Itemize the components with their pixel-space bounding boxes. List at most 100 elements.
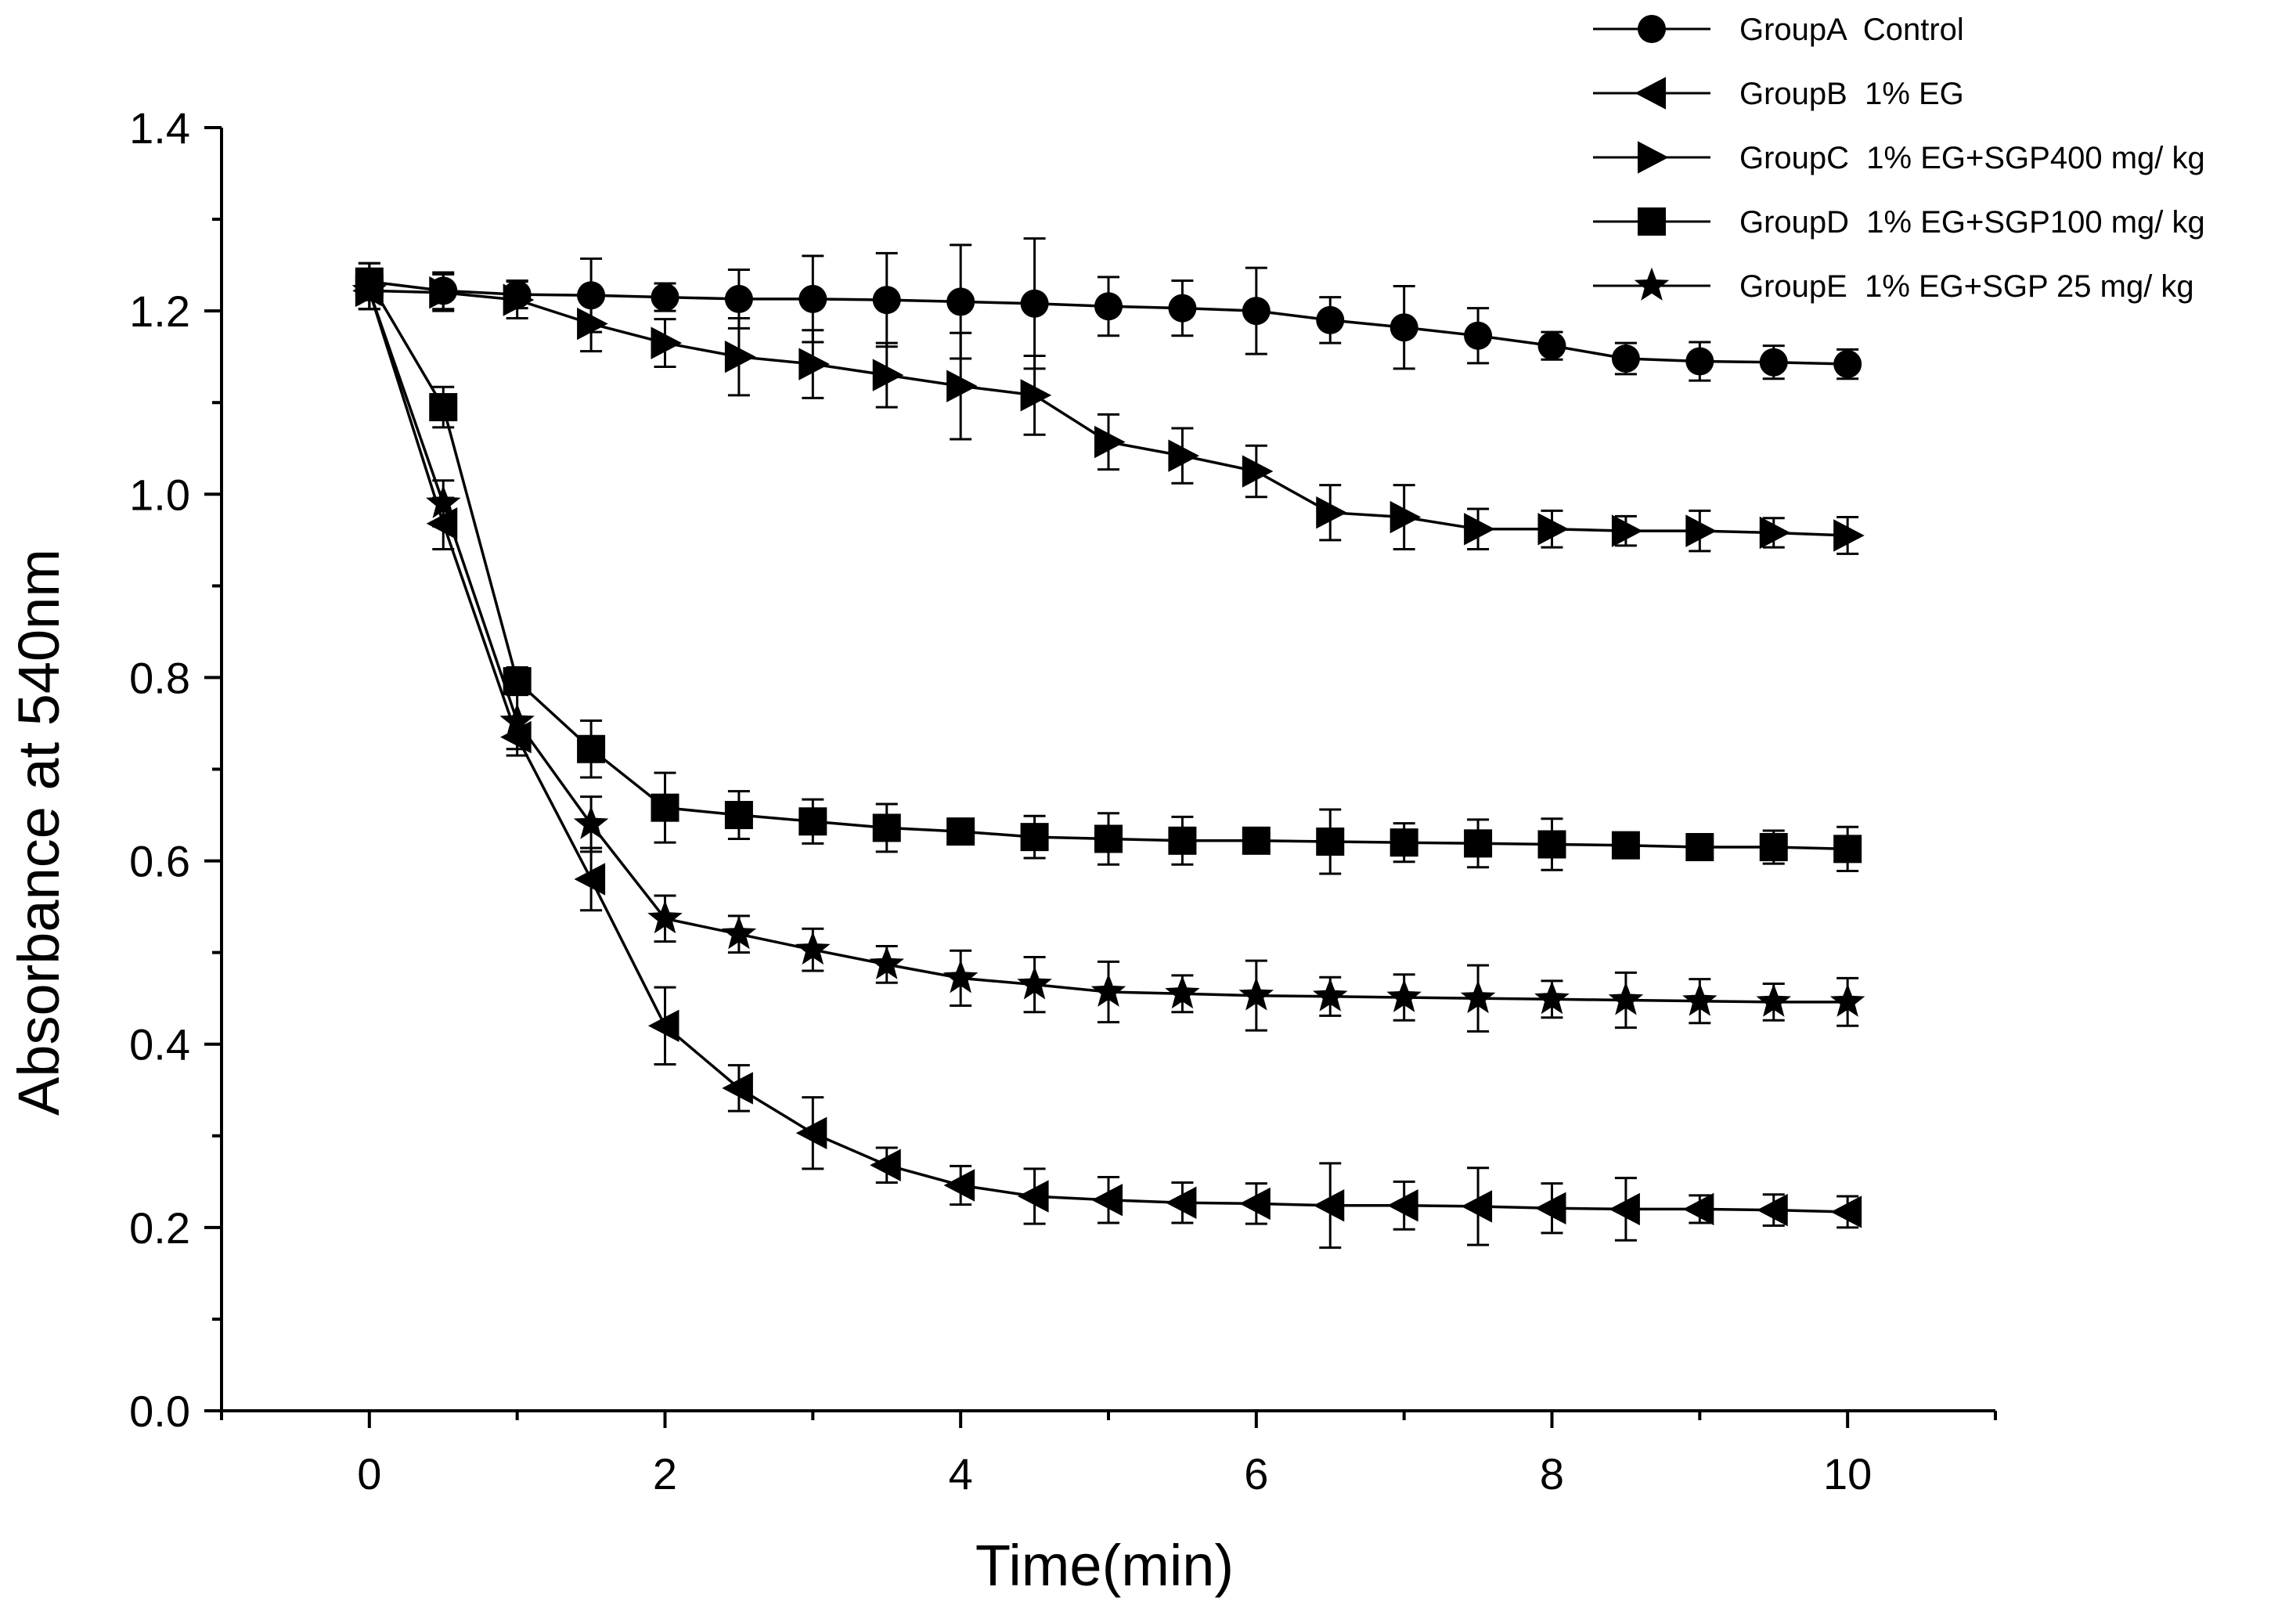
data-point [1165, 1186, 1197, 1219]
legend-entry: GroupB 1% EG [1593, 77, 1964, 111]
data-point [1759, 348, 1788, 377]
data-point [943, 1169, 975, 1202]
data-point [1316, 305, 1345, 334]
x-tick-label: 6 [1244, 1449, 1268, 1498]
legend: GroupA Control GroupB 1% EG GroupC 1% EG+S… [1593, 13, 2205, 304]
data-point [647, 900, 683, 934]
legend-label: GroupE 1% EG+SGP 25 mg/ kg [1739, 269, 2194, 304]
data-point [1759, 833, 1788, 862]
series-triangle-right [355, 271, 1865, 555]
legend-entry: GroupC 1% EG+SGP400 mg/ kg [1593, 141, 2205, 175]
data-point [503, 283, 535, 316]
data-point [1611, 514, 1643, 547]
legend-entry: GroupA Control [1593, 13, 1964, 47]
data-point [1833, 835, 1862, 864]
data-point [1316, 827, 1345, 856]
data-point [651, 793, 679, 822]
y-tick-label: 1.4 [129, 103, 190, 153]
data-point [943, 960, 979, 994]
data-point [872, 359, 904, 391]
data-point [1685, 514, 1717, 547]
data-point [1094, 292, 1123, 321]
data-point [651, 283, 679, 312]
data-point [1387, 1189, 1418, 1222]
data-point [499, 703, 535, 737]
y-tick-label: 0.6 [129, 837, 190, 886]
data-point [577, 307, 608, 341]
data-point [1682, 983, 1717, 1016]
data-point [1682, 1192, 1714, 1226]
data-point [724, 801, 753, 830]
data-point [1759, 516, 1791, 550]
data-point [1537, 830, 1566, 859]
data-point [1537, 513, 1570, 546]
data-point [1020, 823, 1049, 852]
data-point [1608, 982, 1644, 1015]
data-point [795, 1116, 827, 1149]
data-point [1316, 496, 1347, 529]
data-point [946, 287, 975, 316]
data-point [946, 817, 975, 846]
data-point [721, 915, 757, 950]
data-point [1685, 833, 1714, 862]
data-point [426, 507, 458, 540]
data-point [1833, 350, 1862, 379]
legend-marker [1638, 141, 1669, 174]
data-point [1537, 331, 1566, 360]
data-point [1168, 439, 1200, 472]
data-point [1829, 983, 1865, 1017]
data-point [1090, 973, 1126, 1007]
x-tick-label: 8 [1540, 1449, 1564, 1498]
data-point [1389, 828, 1418, 857]
data-point [724, 340, 756, 373]
data-point [1242, 455, 1274, 488]
data-point [1094, 425, 1126, 459]
data-point [1389, 500, 1422, 534]
data-point [1464, 829, 1493, 858]
x-axis-title: Time(min) [975, 1533, 1234, 1598]
series-triangle-left [352, 271, 1862, 1250]
data-point [1091, 1184, 1123, 1217]
data-point [1242, 826, 1271, 855]
data-point [1460, 979, 1496, 1014]
x-tick-label: 10 [1823, 1449, 1872, 1498]
y-tick-label: 1.2 [129, 287, 190, 336]
y-tick-label: 1.0 [129, 470, 190, 519]
data-point [1833, 519, 1865, 552]
data-point [1685, 347, 1714, 376]
data-point [577, 734, 606, 763]
data-point [1020, 289, 1049, 318]
data-point [1238, 977, 1274, 1011]
y-tick-label: 0.4 [129, 1020, 190, 1069]
data-point [429, 276, 460, 309]
legend-label: GroupD 1% EG+SGP100 mg/ kg [1739, 205, 2205, 240]
legend-label: GroupA Control [1739, 13, 1964, 47]
data-point [869, 946, 904, 979]
data-point [722, 1072, 753, 1105]
y-tick-label: 0.8 [129, 653, 190, 702]
data-point [1313, 978, 1348, 1012]
x-tick-label: 4 [949, 1449, 973, 1498]
data-point [1239, 1187, 1271, 1221]
series-square [355, 261, 1862, 875]
data-point [647, 1009, 679, 1042]
legend-entry: GroupE 1% EG+SGP 25 mg/ kg [1593, 267, 2194, 304]
data-point [1313, 1189, 1345, 1222]
data-point [1020, 379, 1052, 412]
series-star [351, 271, 1865, 1033]
legend-label: GroupB 1% EG [1739, 77, 1964, 111]
legend-entry: GroupD 1% EG+SGP100 mg/ kg [1593, 205, 2205, 240]
data-point [1461, 1190, 1493, 1223]
data-point [1464, 321, 1493, 350]
data-point [1611, 831, 1640, 860]
data-point [1534, 980, 1570, 1015]
data-point [1017, 966, 1052, 1000]
data-point [870, 1149, 901, 1181]
data-point [798, 348, 830, 380]
data-point [1611, 344, 1640, 373]
series-circle [355, 237, 1862, 382]
ticks: 0.0 0.2 0.4 0.6 0.8 1.0 1.2 1.4 0 2 4 6 8 10 [129, 103, 1997, 1498]
legend-marker [1635, 77, 1666, 110]
data-point [429, 393, 458, 422]
